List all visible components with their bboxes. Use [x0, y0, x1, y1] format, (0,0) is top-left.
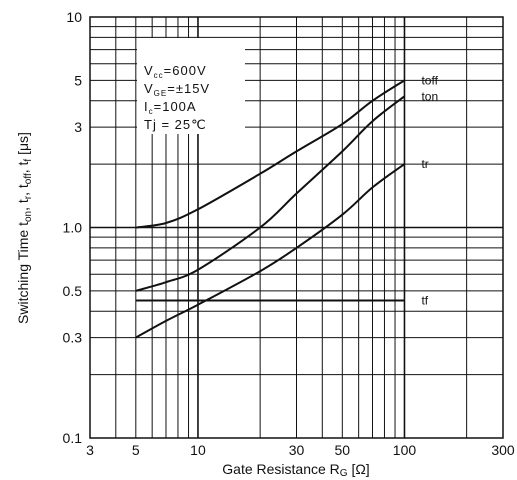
x-tick-label: 50	[335, 442, 351, 458]
x-axis-label: Gate Resistance RG [Ω]	[222, 461, 369, 479]
y-tick-label: 5	[74, 72, 82, 88]
condition-text: VGE=±15V	[144, 81, 210, 98]
y-axis-label: Switching Time ton, tr, toff, tf [μs]	[15, 132, 34, 324]
y-tick-label: 0.1	[63, 430, 83, 446]
x-tick-label: 10	[190, 442, 206, 458]
condition-text: Tj = 25℃	[144, 117, 207, 132]
y-tick-labels: 0.1 0.3 0.5 1.0 3 5 10	[63, 9, 83, 446]
series-line-tr	[135, 163, 406, 339]
x-tick-label: 3	[86, 442, 94, 458]
conditions-box-background	[137, 38, 245, 134]
series-line-ton	[135, 95, 406, 292]
x-tick-label: 5	[132, 442, 140, 458]
series-group: toff ton tr tf	[135, 73, 439, 339]
y-tick-label: 0.3	[63, 330, 83, 346]
series-label-tf: tf	[421, 293, 428, 307]
condition-text: Ic=100A	[144, 99, 197, 116]
series-line-toff	[135, 79, 406, 229]
x-tick-label: 100	[393, 442, 417, 458]
condition-text: Vcc=600V	[144, 63, 207, 80]
y-tick-label: 1.0	[63, 220, 83, 236]
plot-frame	[89, 16, 504, 439]
x-tick-label: 300	[491, 442, 515, 458]
y-tick-label: 3	[74, 119, 82, 135]
series-label-tr: tr	[421, 157, 428, 171]
y-tick-label: 10	[66, 9, 82, 25]
x-tick-label: 30	[289, 442, 305, 458]
series-label-ton: ton	[421, 89, 438, 103]
series-label-toff: toff	[421, 73, 438, 87]
y-tick-label: 0.5	[63, 283, 83, 299]
x-tick-labels: 3 5 10 30 50 100 300	[86, 442, 515, 458]
